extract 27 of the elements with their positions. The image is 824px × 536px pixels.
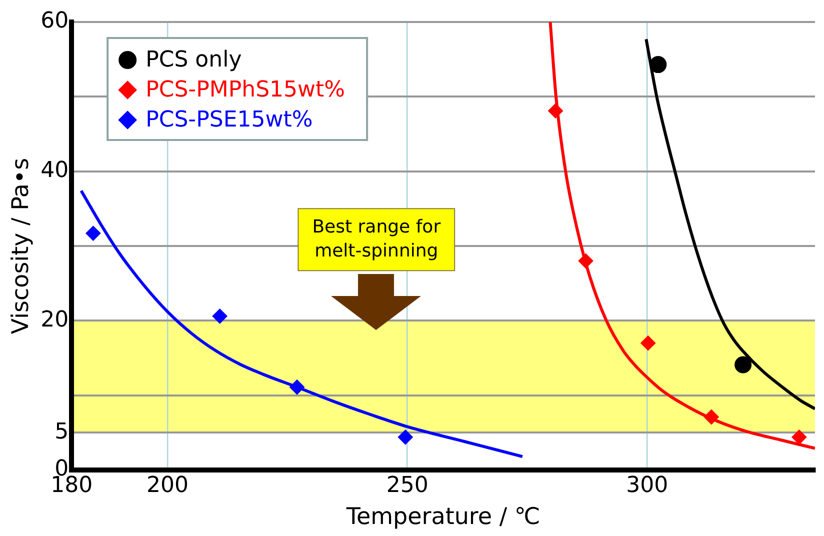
- point: [290, 380, 305, 395]
- x-axis-title: Temperature / ℃: [345, 504, 540, 530]
- y-tick-label: 20: [40, 307, 69, 332]
- legend-label: PCS only: [146, 48, 242, 73]
- point: [640, 336, 656, 351]
- point: [548, 103, 564, 118]
- legend-label: PCS-PMPhS15wt%: [146, 78, 346, 103]
- y-tick-label: 5: [54, 419, 69, 444]
- line-series: [80, 189, 524, 458]
- y-tick-label: 60: [40, 8, 69, 34]
- point: [398, 430, 413, 445]
- point: [792, 430, 807, 445]
- line-series: [548, 22, 815, 450]
- y-tick-label: 40: [40, 158, 69, 184]
- point: [86, 226, 101, 241]
- line-series: [644, 38, 815, 410]
- x-tick-label: 200: [146, 472, 189, 498]
- point: [734, 356, 752, 374]
- x-tick-label: 300: [626, 472, 668, 498]
- y-axis-title: Viscosity / Pa•s: [8, 158, 34, 334]
- annotation: Best range for melt-spinning: [312, 216, 442, 262]
- legend-label: PCS-PSE15wt%: [146, 108, 313, 133]
- x-tick-label: 250: [386, 472, 428, 498]
- point: [212, 308, 228, 324]
- point: [650, 56, 667, 74]
- point: [578, 253, 594, 268]
- point: [704, 409, 719, 424]
